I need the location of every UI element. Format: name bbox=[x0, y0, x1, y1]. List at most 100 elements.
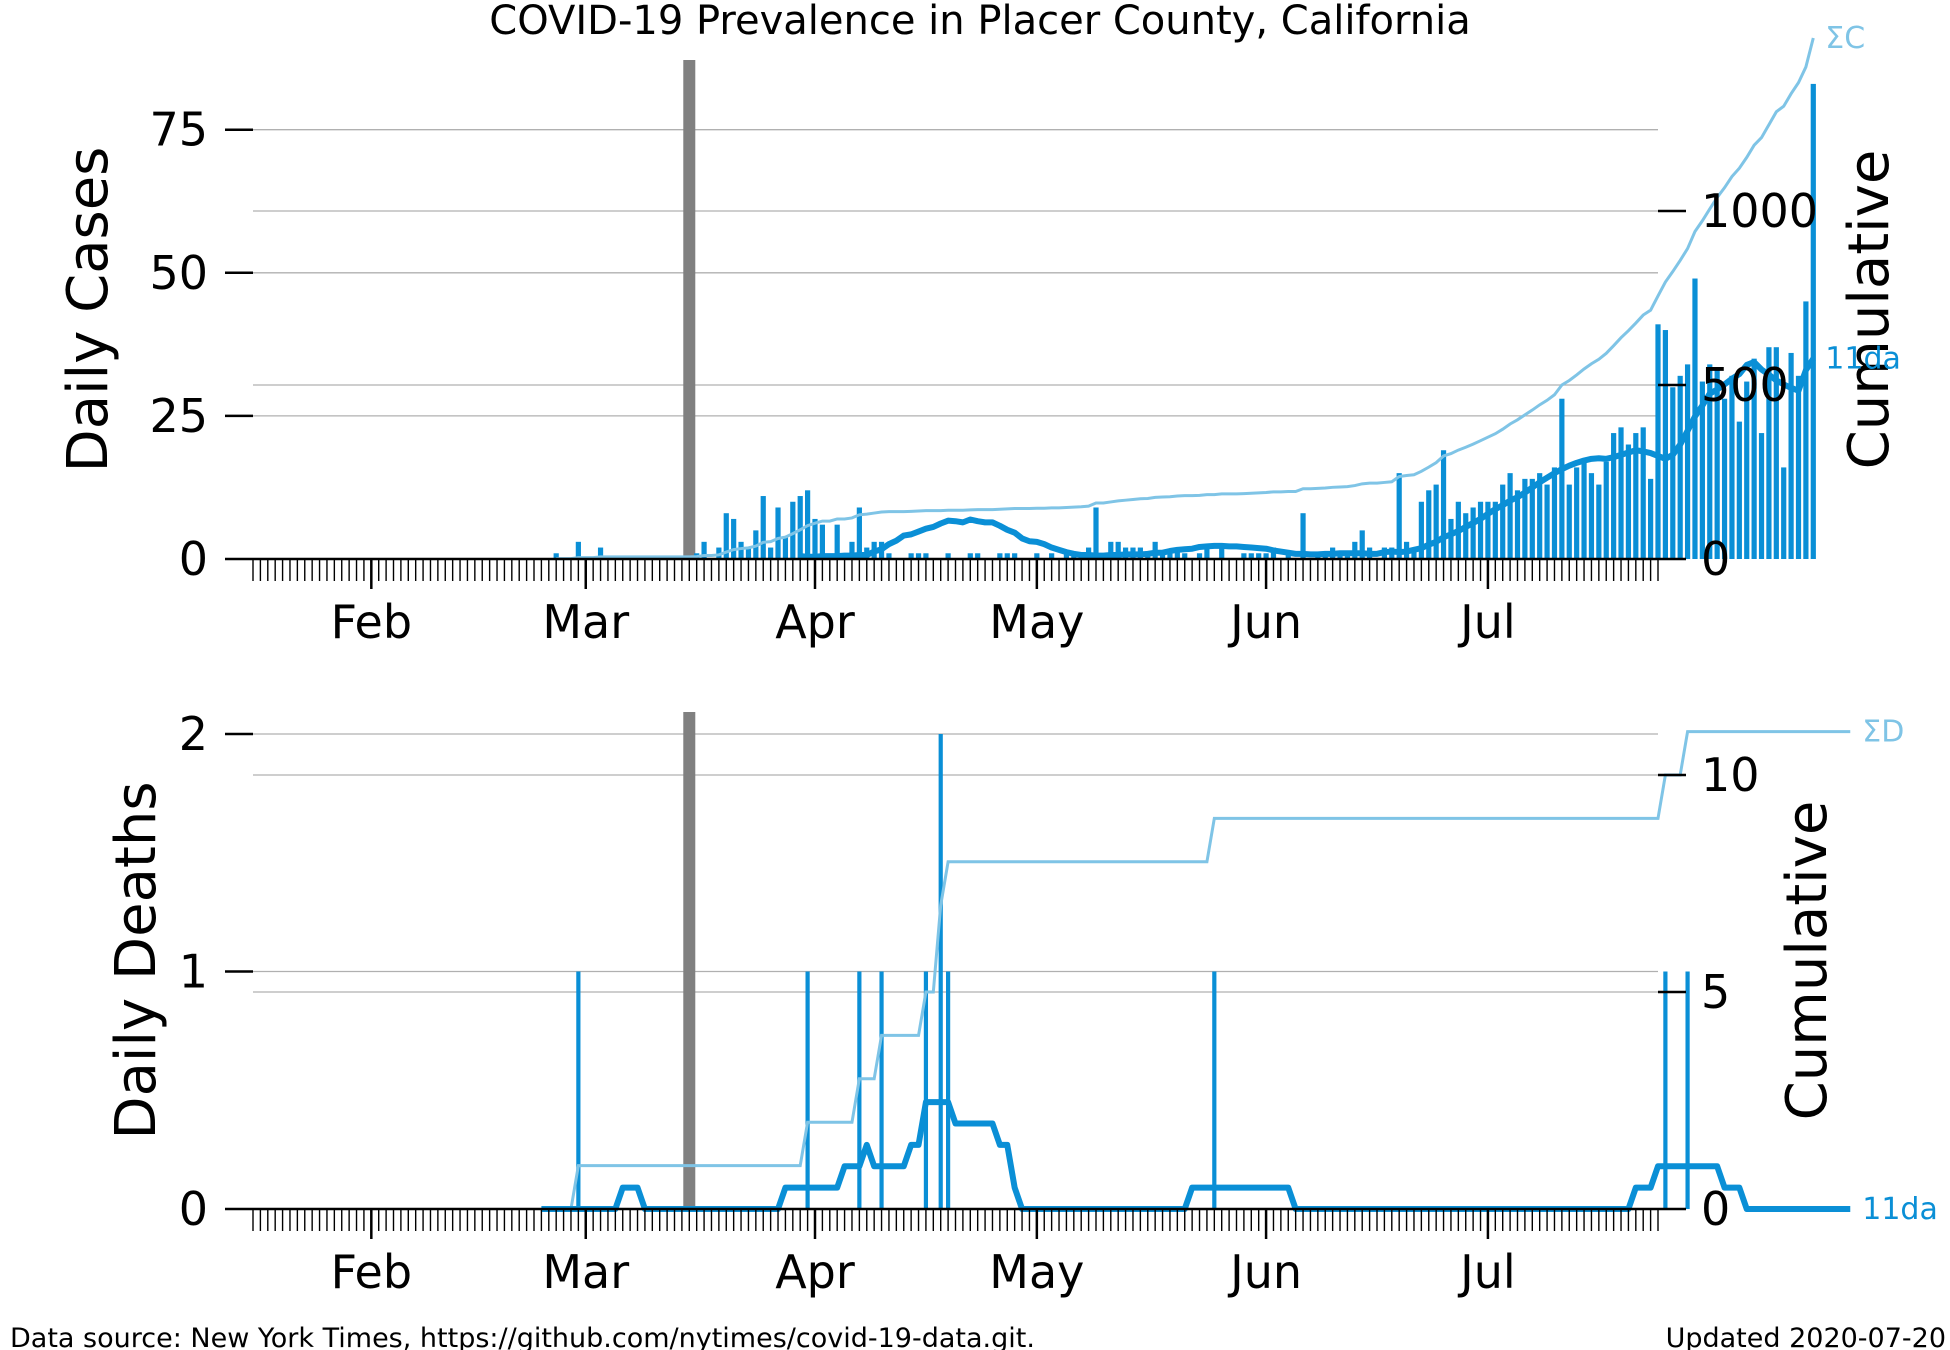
daily-bar bbox=[1108, 541, 1114, 559]
daily-bar bbox=[1803, 301, 1809, 559]
daily-bar bbox=[1485, 501, 1491, 559]
daily-bar bbox=[1544, 484, 1550, 559]
daily-bar bbox=[1219, 547, 1225, 559]
daily-bar bbox=[1781, 467, 1787, 559]
x-tick-label: Feb bbox=[331, 595, 412, 649]
y-tick-label: 1 bbox=[179, 945, 208, 999]
daily-bar bbox=[1418, 501, 1424, 559]
daily-bar bbox=[1736, 421, 1742, 559]
y2-tick-label: 10 bbox=[1701, 748, 1760, 802]
daily-bar bbox=[1196, 553, 1203, 559]
cases-panel: Feb Mar Apr May Jun Jul 0 25 50 75 0 500 1000 Daily C… bbox=[56, 21, 1902, 649]
daily-bar bbox=[1788, 352, 1794, 559]
daily-bar bbox=[1625, 444, 1632, 559]
daily-bar bbox=[1773, 347, 1779, 559]
daily-bar bbox=[1182, 553, 1188, 559]
daily-bar bbox=[1049, 553, 1055, 559]
daily-bar bbox=[1256, 553, 1262, 559]
daily-bar bbox=[1093, 507, 1099, 559]
daily-bar bbox=[1514, 490, 1521, 559]
daily-bar bbox=[1263, 553, 1269, 559]
daily-bar bbox=[1248, 553, 1254, 559]
daily-bar bbox=[1596, 484, 1602, 559]
daily-bar bbox=[738, 541, 744, 559]
daily-bar bbox=[1707, 364, 1713, 559]
daily-bar bbox=[1670, 387, 1676, 559]
daily-bar bbox=[576, 971, 581, 1209]
y-axis-label: Daily Deaths bbox=[104, 781, 169, 1139]
marker-band bbox=[683, 60, 696, 559]
marker-band bbox=[683, 712, 696, 1209]
x-tick-label: Jun bbox=[1227, 595, 1302, 649]
daily-bar bbox=[1574, 467, 1580, 559]
daily-bar bbox=[1285, 553, 1291, 559]
daily-bar bbox=[819, 524, 825, 559]
data-source-note: Data source: New York Times, https://git… bbox=[10, 1323, 1035, 1350]
y2-tick-label: 5 bbox=[1701, 965, 1730, 1019]
cumulative-line bbox=[556, 730, 1851, 1211]
daily-bar bbox=[1174, 547, 1180, 559]
daily-bar bbox=[923, 553, 929, 559]
daily-bar bbox=[1581, 461, 1587, 559]
y-tick-label: 75 bbox=[149, 103, 208, 157]
daily-bar bbox=[1470, 507, 1476, 559]
deaths-panel: Feb Mar Apr May Jun Jul 0 1 2 0 5 10 Daily Deaths Cum… bbox=[104, 707, 1938, 1299]
daily-bar bbox=[1500, 484, 1506, 559]
x-tick-label: Apr bbox=[775, 595, 855, 649]
y-tick-label: 0 bbox=[179, 1182, 208, 1236]
y2-tick-label: 1000 bbox=[1701, 184, 1818, 238]
daily-bar bbox=[1159, 553, 1166, 559]
daily-bar bbox=[775, 507, 781, 559]
daily-bar bbox=[1529, 478, 1535, 559]
y2-axis-label: Cumulative bbox=[1837, 150, 1902, 470]
daily-bar bbox=[857, 971, 862, 1209]
x-tick-label: Mar bbox=[542, 1245, 629, 1299]
y2-tick-label: 500 bbox=[1701, 358, 1789, 412]
daily-bar bbox=[1744, 381, 1750, 559]
average-line bbox=[541, 1099, 1851, 1212]
daily-bar bbox=[946, 971, 951, 1209]
daily-bar bbox=[812, 518, 818, 559]
daily-bar bbox=[1603, 461, 1609, 559]
daily-bar bbox=[797, 496, 803, 559]
daily-bar bbox=[1640, 427, 1646, 559]
daily-bar bbox=[879, 971, 884, 1209]
daily-bar bbox=[790, 501, 796, 559]
daily-bar bbox=[1463, 513, 1469, 559]
daily-bar bbox=[1751, 358, 1757, 559]
daily-bar bbox=[849, 541, 855, 559]
daily-bar bbox=[1433, 484, 1439, 559]
daily-bar bbox=[1685, 971, 1690, 1209]
daily-bar bbox=[1611, 433, 1617, 559]
y-tick-label: 25 bbox=[149, 389, 208, 443]
daily-bar bbox=[1684, 364, 1691, 559]
daily-bar bbox=[1663, 971, 1668, 1209]
daily-bar bbox=[1810, 83, 1816, 560]
daily-bar bbox=[1426, 490, 1432, 559]
daily-bar bbox=[1721, 398, 1728, 559]
daily-bar bbox=[908, 553, 914, 559]
daily-bar bbox=[1115, 541, 1121, 559]
y2-tick-label: 0 bbox=[1701, 532, 1730, 586]
daily-bar bbox=[701, 541, 707, 559]
daily-bar bbox=[886, 553, 892, 559]
daily-bar bbox=[1714, 370, 1720, 559]
daily-bar bbox=[805, 971, 810, 1209]
x-tick-label: Jul bbox=[1457, 1245, 1516, 1299]
daily-bar bbox=[1034, 553, 1040, 559]
daily-bar bbox=[1012, 553, 1018, 559]
daily-bar bbox=[938, 734, 943, 1209]
daily-bar bbox=[975, 553, 981, 559]
average-line bbox=[799, 357, 1816, 560]
daily-bar bbox=[723, 513, 729, 559]
daily-bar bbox=[945, 553, 951, 559]
cumulative-line bbox=[556, 37, 1815, 561]
daily-bar bbox=[1618, 427, 1624, 559]
daily-bar bbox=[1507, 473, 1513, 559]
average-series-label: 11da bbox=[1825, 342, 1901, 377]
daily-bar bbox=[1677, 375, 1683, 559]
daily-bar bbox=[1396, 473, 1402, 559]
x-tick-label: Jun bbox=[1227, 1245, 1302, 1299]
daily-bar bbox=[1440, 450, 1447, 559]
daily-bar bbox=[915, 553, 922, 559]
